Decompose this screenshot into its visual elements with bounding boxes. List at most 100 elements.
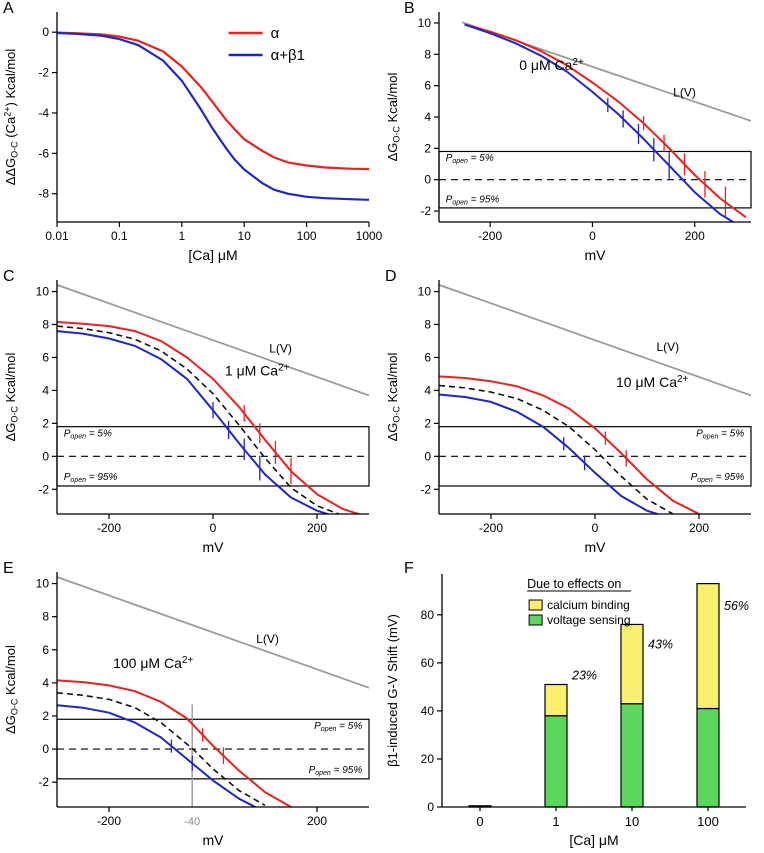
svg-text:0: 0 — [210, 521, 217, 535]
svg-text:10: 10 — [418, 16, 432, 30]
panel-b-chart: 0 μM Ca2+ L(V) Popen = 5% Popen = 95% -200 0 2… — [382, 0, 764, 268]
svg-text:calcium binding: calcium binding — [547, 598, 630, 612]
svg-text:-2: -2 — [420, 204, 431, 218]
svg-text:mV: mV — [203, 832, 225, 848]
svg-text:Popen = 5%: Popen = 5% — [314, 721, 362, 733]
svg-text:0: 0 — [589, 229, 596, 243]
svg-text:-8: -8 — [38, 187, 49, 201]
svg-text:0: 0 — [42, 25, 49, 39]
panel-d-svg: 10 μM Ca2+ L(V) Popen = 5% Popen = 95% -200 0… — [385, 280, 752, 555]
svg-text:23%: 23% — [571, 669, 597, 683]
svg-text:0: 0 — [424, 173, 431, 187]
svg-text:100 μM Ca2+: 100 μM Ca2+ — [113, 655, 193, 671]
svg-text:α+β1: α+β1 — [271, 47, 305, 64]
svg-text:-2: -2 — [420, 482, 431, 496]
svg-text:200: 200 — [307, 521, 327, 535]
panel-d-letter: D — [385, 268, 397, 285]
svg-text:1 μM Ca2+: 1 μM Ca2+ — [225, 363, 290, 379]
svg-text:40: 40 — [421, 704, 435, 718]
panel-e-chart: -40 100 μM Ca2+ L(V) Popen = 5% Popen = 95% -… — [0, 560, 382, 853]
panel-d-chart: 10 μM Ca2+ L(V) Popen = 5% Popen = 95% -200 0… — [382, 268, 764, 560]
svg-text:0.01: 0.01 — [45, 229, 69, 243]
svg-text:0: 0 — [427, 800, 434, 814]
svg-text:10: 10 — [418, 285, 432, 299]
svg-text:80: 80 — [421, 608, 435, 622]
svg-text:[Ca] μM: [Ca] μM — [188, 247, 237, 263]
svg-text:100: 100 — [697, 814, 719, 829]
svg-text:8: 8 — [424, 47, 431, 61]
svg-text:L(V): L(V) — [656, 340, 679, 354]
panel-e: E -40 100 μM Ca2+ L(V) Popen = 5% Popen = 95… — [0, 560, 382, 853]
svg-text:200: 200 — [685, 229, 705, 243]
svg-text:L(V): L(V) — [256, 632, 279, 646]
svg-text:0: 0 — [42, 449, 49, 463]
svg-text:8: 8 — [42, 610, 49, 624]
svg-text:4: 4 — [424, 383, 431, 397]
panel-b: B 0 μM Ca2+ L(V) Popen = 5% Popen = 95% -2 0 0… — [382, 0, 764, 268]
svg-text:2: 2 — [42, 709, 49, 723]
svg-text:β1-induced G-V Shift (mV): β1-induced G-V Shift (mV) — [385, 614, 400, 767]
svg-text:-2: -2 — [38, 66, 49, 80]
panel-f-letter: F — [404, 560, 414, 577]
panel-c-svg: 1 μM Ca2+ L(V) Popen = 5% Popen = 95% -200 0 2… — [3, 280, 370, 555]
svg-text:-200: -200 — [97, 814, 121, 828]
svg-text:0: 0 — [424, 449, 431, 463]
svg-text:10: 10 — [36, 577, 50, 591]
panel-e-letter: E — [3, 560, 14, 577]
svg-text:-4: -4 — [38, 106, 49, 120]
svg-text:Popen = 5%: Popen = 5% — [446, 153, 494, 165]
svg-text:[Ca] μM: [Ca] μM — [569, 832, 618, 848]
svg-text:Due to effects on: Due to effects on — [527, 577, 621, 591]
svg-text:Popen = 95%: Popen = 95% — [446, 194, 500, 206]
svg-text:Popen = 95%: Popen = 95% — [64, 472, 118, 484]
svg-text:mV: mV — [203, 539, 225, 555]
panel-d: D 10 μM Ca2+ L(V) Popen = 5% Popen = 95% -20… — [382, 268, 764, 560]
svg-text:1: 1 — [178, 229, 185, 243]
svg-text:20: 20 — [421, 752, 435, 766]
svg-text:0.1: 0.1 — [111, 229, 128, 243]
panel-c-chart: 1 μM Ca2+ L(V) Popen = 5% Popen = 95% -200 0 2… — [0, 268, 382, 560]
svg-text:2: 2 — [42, 416, 49, 430]
svg-text:10: 10 — [625, 814, 639, 829]
svg-text:60: 60 — [421, 656, 435, 670]
panel-c: C 1 μM Ca2+ L(V) Popen = 5% Popen = 95% -200… — [0, 268, 382, 560]
svg-text:L(V): L(V) — [673, 86, 696, 100]
svg-text:4: 4 — [42, 383, 49, 397]
svg-text:1: 1 — [552, 814, 559, 829]
svg-text:ΔGO-C Kcal/mol: ΔGO-C Kcal/mol — [3, 353, 20, 442]
svg-text:ΔΔGO-C (Ca2+) Kcal/mol: ΔΔGO-C (Ca2+) Kcal/mol — [2, 49, 19, 186]
svg-text:L(V): L(V) — [269, 342, 292, 356]
svg-text:200: 200 — [689, 521, 709, 535]
svg-text:ΔGO-C Kcal/mol: ΔGO-C Kcal/mol — [385, 353, 402, 442]
panel-f-svg: 23% 43% 56% Due to effects on calcium bindin… — [385, 574, 749, 848]
svg-text:6: 6 — [424, 79, 431, 93]
svg-text:8: 8 — [42, 317, 49, 331]
panel-a-chart: α α+β1 0.01 0.1 1 10 100 1000 0 -2 -4 -6 -8 [Ca] μM ΔΔ… — [0, 0, 383, 268]
panel-e-svg: -40 100 μM Ca2+ L(V) Popen = 5% Popen = 95% -… — [3, 572, 370, 848]
svg-text:200: 200 — [307, 814, 327, 828]
svg-text:0 μM Ca2+: 0 μM Ca2+ — [519, 57, 584, 73]
panel-c-letter: C — [3, 268, 15, 285]
svg-text:0: 0 — [592, 521, 599, 535]
svg-text:α: α — [271, 25, 280, 42]
svg-text:-200: -200 — [479, 521, 503, 535]
svg-text:-200: -200 — [97, 521, 121, 535]
panel-b-letter: B — [404, 0, 415, 17]
svg-text:Popen = 5%: Popen = 5% — [696, 429, 744, 441]
svg-text:43%: 43% — [648, 637, 673, 651]
svg-text:Popen = 95%: Popen = 95% — [309, 765, 363, 777]
svg-text:2: 2 — [424, 141, 431, 155]
svg-text:Popen = 95%: Popen = 95% — [691, 472, 745, 484]
svg-text:6: 6 — [424, 350, 431, 364]
svg-text:-2: -2 — [38, 775, 49, 789]
svg-text:Popen = 5%: Popen = 5% — [64, 429, 112, 441]
panel-b-svg: 0 μM Ca2+ L(V) Popen = 5% Popen = 95% -200 0 2… — [385, 12, 752, 263]
svg-text:6: 6 — [42, 350, 49, 364]
svg-text:-6: -6 — [38, 146, 49, 160]
svg-text:0: 0 — [42, 742, 49, 756]
svg-text:1000: 1000 — [356, 229, 382, 243]
svg-text:8: 8 — [424, 317, 431, 331]
svg-text:10 μM Ca2+: 10 μM Ca2+ — [616, 374, 689, 390]
svg-text:mV: mV — [585, 247, 607, 263]
